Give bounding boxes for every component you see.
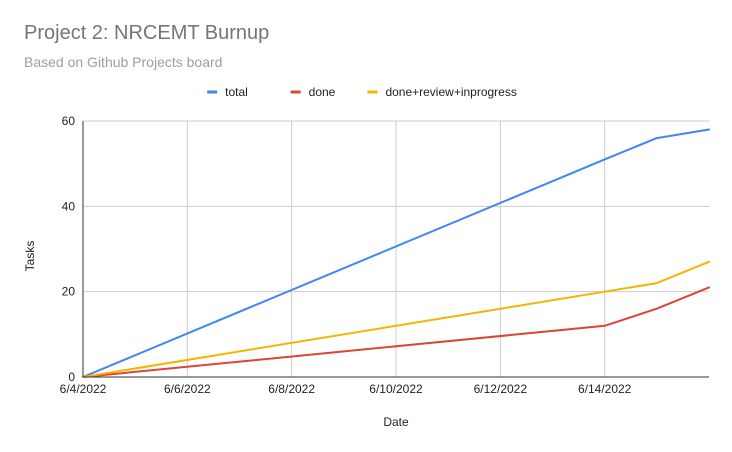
x-tick-label: 6/14/2022 xyxy=(578,382,632,396)
series-line-done xyxy=(82,286,710,378)
series-group xyxy=(82,128,710,378)
y-axis-title: Tasks xyxy=(23,241,37,272)
x-tick-label: 6/10/2022 xyxy=(369,382,423,396)
chart-title: Project 2: NRCEMT Burnup xyxy=(24,22,270,44)
legend: total done done+review+inprogress xyxy=(207,85,517,99)
series-line-done-review-inprogress xyxy=(82,260,710,378)
x-tick-label: 6/4/2022 xyxy=(60,382,107,396)
y-tick-label: 60 xyxy=(62,114,76,128)
legend-label: total xyxy=(225,85,248,99)
y-tick-label: 0 xyxy=(68,370,75,384)
chart-subtitle: Based on Github Projects board xyxy=(24,54,223,70)
axes: 0 20 40 60 6/4/2022 6/6/2022 6/8/2022 6/10/2022… xyxy=(60,114,709,396)
y-tick-label: 20 xyxy=(62,285,76,299)
x-tick-label: 6/6/2022 xyxy=(164,382,211,396)
legend-label: done+review+inprogress xyxy=(385,85,516,99)
x-tick-label: 6/8/2022 xyxy=(268,382,315,396)
x-tick-label: 6/12/2022 xyxy=(474,382,528,396)
legend-label: done xyxy=(309,85,336,99)
y-tick-label: 40 xyxy=(62,199,76,213)
series-line-total xyxy=(82,128,710,378)
x-axis-title: Date xyxy=(383,415,409,429)
